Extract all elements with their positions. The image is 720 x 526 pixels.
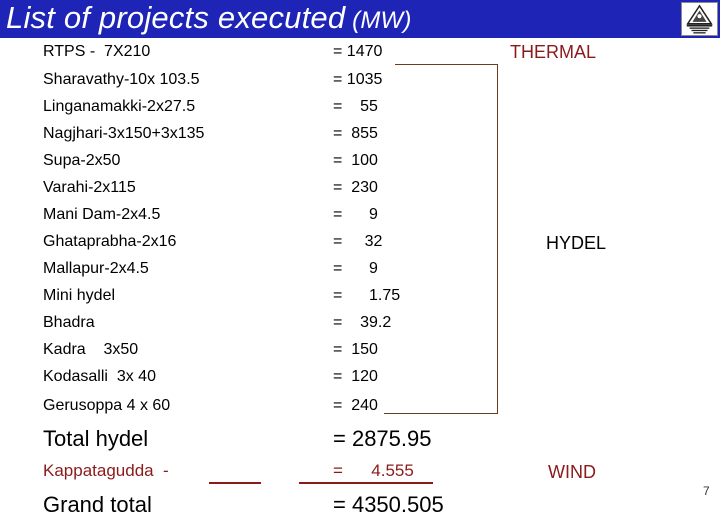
hydel-row-label: Sharavathy-10x 103.5 — [43, 71, 200, 88]
hydel-row-label: Mini hydel — [43, 287, 116, 304]
hydel-row-value: = 55 — [333, 98, 378, 115]
hydel-row-value: = 1035 — [333, 71, 383, 88]
total-hydel-value: = 2875.95 — [333, 426, 432, 451]
wind-value-underline — [299, 482, 433, 484]
hydel-row: Kodasalli 3x 40 = 120 — [0, 366, 720, 390]
hydel-row-value: = 150 — [333, 341, 378, 358]
hydel-row-label: Supa-2x50 — [43, 152, 121, 169]
hydel-row-label: Varahi-2x115 — [43, 179, 136, 196]
hydel-row-label: Bhadra — [43, 314, 95, 331]
hydel-row-value: = 1.75 — [333, 287, 401, 304]
hydel-row: Bhadra = 39.2 — [0, 312, 720, 336]
thermal-value: = 1470 — [333, 43, 383, 60]
hydel-row: Kadra 3x50 = 150 — [0, 339, 720, 363]
hydel-row-label: Mani Dam-2x4.5 — [43, 206, 161, 223]
title-bar: List of projects executed (MW) — [0, 0, 720, 38]
hydel-row: Nagjhari-3x150+3x135 = 855 — [0, 123, 720, 147]
hydel-row: Varahi-2x115 = 230 — [0, 177, 720, 201]
hydel-row: Mallapur-2x4.5 = 9 — [0, 258, 720, 282]
hydel-row-value: = 230 — [333, 179, 378, 196]
thermal-row: RTPS - 7X210 = 1470 — [0, 41, 720, 65]
hydel-row-value: = 855 — [333, 125, 378, 142]
hydel-row-value: = 120 — [333, 368, 378, 385]
hydel-row-label: Gerusoppa 4 x 60 — [43, 397, 171, 414]
hydel-row-label: Kadra 3x50 — [43, 341, 139, 358]
thermal-label: RTPS - 7X210 — [43, 43, 151, 60]
slide-title: List of projects executed (MW) — [6, 1, 412, 38]
hydel-bracket-bottom — [384, 413, 498, 414]
total-hydel-label: Total hydel — [43, 426, 149, 451]
hydel-row: Mini hydel = 1.75 — [0, 285, 720, 309]
hydel-row-value: = 9 — [333, 206, 378, 223]
page-number: 7 — [703, 484, 710, 498]
hydel-row-value: = 39.2 — [333, 314, 392, 331]
hydel-row-label: Mallapur-2x4.5 — [43, 260, 149, 277]
grand-total-label: Grand total — [43, 492, 152, 517]
wind-value: = 4.555 — [333, 461, 414, 480]
hydel-row: Linganamakki-2x27.5 = 55 — [0, 96, 720, 120]
hydel-row: Supa-2x50 = 100 — [0, 150, 720, 174]
hydel-row: Mani Dam-2x4.5 = 9 — [0, 204, 720, 228]
organisation-emblem-icon — [681, 2, 718, 36]
hydel-row: Gerusoppa 4 x 60 = 240 — [0, 395, 720, 419]
hydel-row-label: Ghataprabha-2x16 — [43, 233, 177, 250]
hydel-row-label: Kodasalli 3x 40 — [43, 368, 156, 385]
wind-row: Kappatagudda - = 4.555 — [0, 460, 720, 484]
hydel-row-value: = 9 — [333, 260, 378, 277]
hydel-row: Ghataprabha-2x16 = 32 — [0, 231, 720, 255]
wind-label: Kappatagudda - — [43, 461, 169, 480]
hydel-bracket-top — [395, 64, 498, 65]
hydel-row: Sharavathy-10x 103.5 = 1035 — [0, 69, 720, 93]
hydel-group-label: HYDEL — [546, 233, 607, 253]
title-text: List of projects executed — [6, 0, 346, 35]
wind-group-label: WIND — [548, 462, 596, 482]
grand-total-value: = 4350.505 — [333, 492, 444, 517]
total-hydel-row: Total hydel = 2875.95 — [0, 425, 720, 455]
wind-label-underline — [209, 482, 261, 484]
hydel-row-value: = 32 — [333, 233, 383, 250]
hydel-row-label: Nagjhari-3x150+3x135 — [43, 125, 205, 142]
hydel-bracket-right — [497, 64, 498, 414]
hydel-row-value: = 100 — [333, 152, 378, 169]
thermal-group-label: THERMAL — [510, 42, 597, 62]
title-unit: (MW) — [345, 7, 412, 34]
hydel-row-value: = 240 — [333, 397, 378, 414]
hydel-row-label: Linganamakki-2x27.5 — [43, 98, 196, 115]
grand-total-row: Grand total = 4350.505 — [0, 491, 720, 521]
